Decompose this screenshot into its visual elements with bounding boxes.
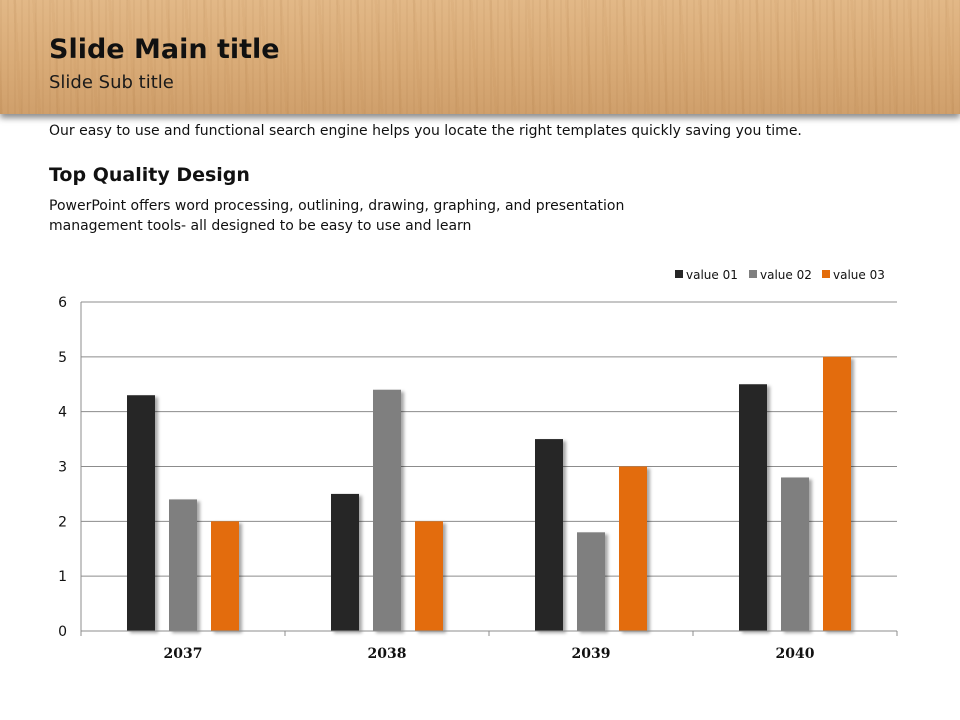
bar-value-03-2037 bbox=[211, 521, 239, 631]
bar-value-02-2037 bbox=[169, 499, 197, 631]
bar-value-02-2039 bbox=[577, 532, 605, 631]
y-tick-label-5: 5 bbox=[58, 350, 67, 366]
bar-value-03-2040 bbox=[823, 356, 851, 631]
y-tick-label-6: 6 bbox=[58, 295, 67, 311]
legend-label-value-03: value 03 bbox=[833, 268, 885, 282]
bar-value-01-2037 bbox=[127, 395, 155, 631]
wood-header-banner: Slide Main title Slide Sub title bbox=[0, 0, 960, 114]
body-paragraph: PowerPoint offers word processing, outli… bbox=[49, 198, 625, 234]
y-tick-label-2: 2 bbox=[58, 514, 67, 530]
section-heading: Top Quality Design bbox=[49, 164, 250, 186]
bar-value-02-2040 bbox=[781, 477, 809, 631]
chart-legend: value 01 value 02 value 03 bbox=[675, 268, 885, 282]
y-tick-label-1: 1 bbox=[58, 569, 67, 585]
legend-swatch-value-01 bbox=[675, 270, 683, 278]
bar-value-01-2040 bbox=[739, 384, 767, 631]
slide-main-title: Slide Main title bbox=[49, 34, 280, 65]
intro-text: Our easy to use and functional search en… bbox=[49, 123, 802, 139]
legend-label-value-01: value 01 bbox=[686, 268, 738, 282]
bar-value-03-2039 bbox=[619, 466, 647, 631]
y-tick-label-4: 4 bbox=[58, 405, 67, 421]
bar-value-01-2039 bbox=[535, 439, 563, 631]
x-category-label-2037: 2037 bbox=[164, 646, 203, 662]
y-tick-label-3: 3 bbox=[58, 460, 67, 476]
legend-label-value-02: value 02 bbox=[760, 268, 812, 282]
x-category-label-2039: 2039 bbox=[572, 646, 611, 662]
bar-value-02-2038 bbox=[373, 389, 401, 631]
slide-sub-title: Slide Sub title bbox=[49, 72, 174, 93]
y-tick-label-0: 0 bbox=[58, 624, 67, 640]
legend-swatch-value-02 bbox=[749, 270, 757, 278]
bar-value-03-2038 bbox=[415, 521, 443, 631]
chart-axes: 0 1 2 3 4 5 6 2037 2038 2039 2040 bbox=[58, 295, 898, 662]
chart-bars bbox=[127, 356, 851, 631]
bar-value-01-2038 bbox=[331, 493, 359, 631]
x-category-label-2040: 2040 bbox=[776, 646, 815, 662]
chart-gridlines bbox=[81, 301, 897, 577]
x-category-label-2038: 2038 bbox=[368, 646, 407, 662]
legend-swatch-value-03 bbox=[822, 270, 830, 278]
